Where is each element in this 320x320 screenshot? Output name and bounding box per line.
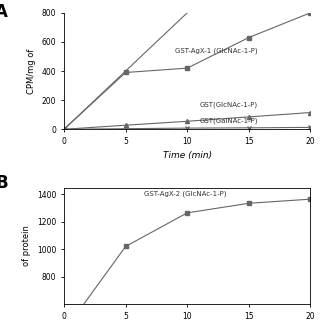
- Text: GST-AgX-2 (GlcNAc-1-P): GST-AgX-2 (GlcNAc-1-P): [144, 191, 227, 197]
- X-axis label: Time (min): Time (min): [163, 151, 212, 160]
- Text: GST(GlcNAc-1-P): GST(GlcNAc-1-P): [200, 102, 258, 108]
- Y-axis label: CPM/mg of: CPM/mg of: [27, 48, 36, 94]
- Text: B: B: [0, 173, 8, 192]
- Text: A: A: [0, 4, 8, 21]
- Text: GST(GalNAc-1-P): GST(GalNAc-1-P): [200, 117, 258, 124]
- Text: GST-AgX-1 (GlcNAc-1-P): GST-AgX-1 (GlcNAc-1-P): [175, 47, 258, 54]
- Y-axis label: of protein: of protein: [22, 225, 31, 266]
